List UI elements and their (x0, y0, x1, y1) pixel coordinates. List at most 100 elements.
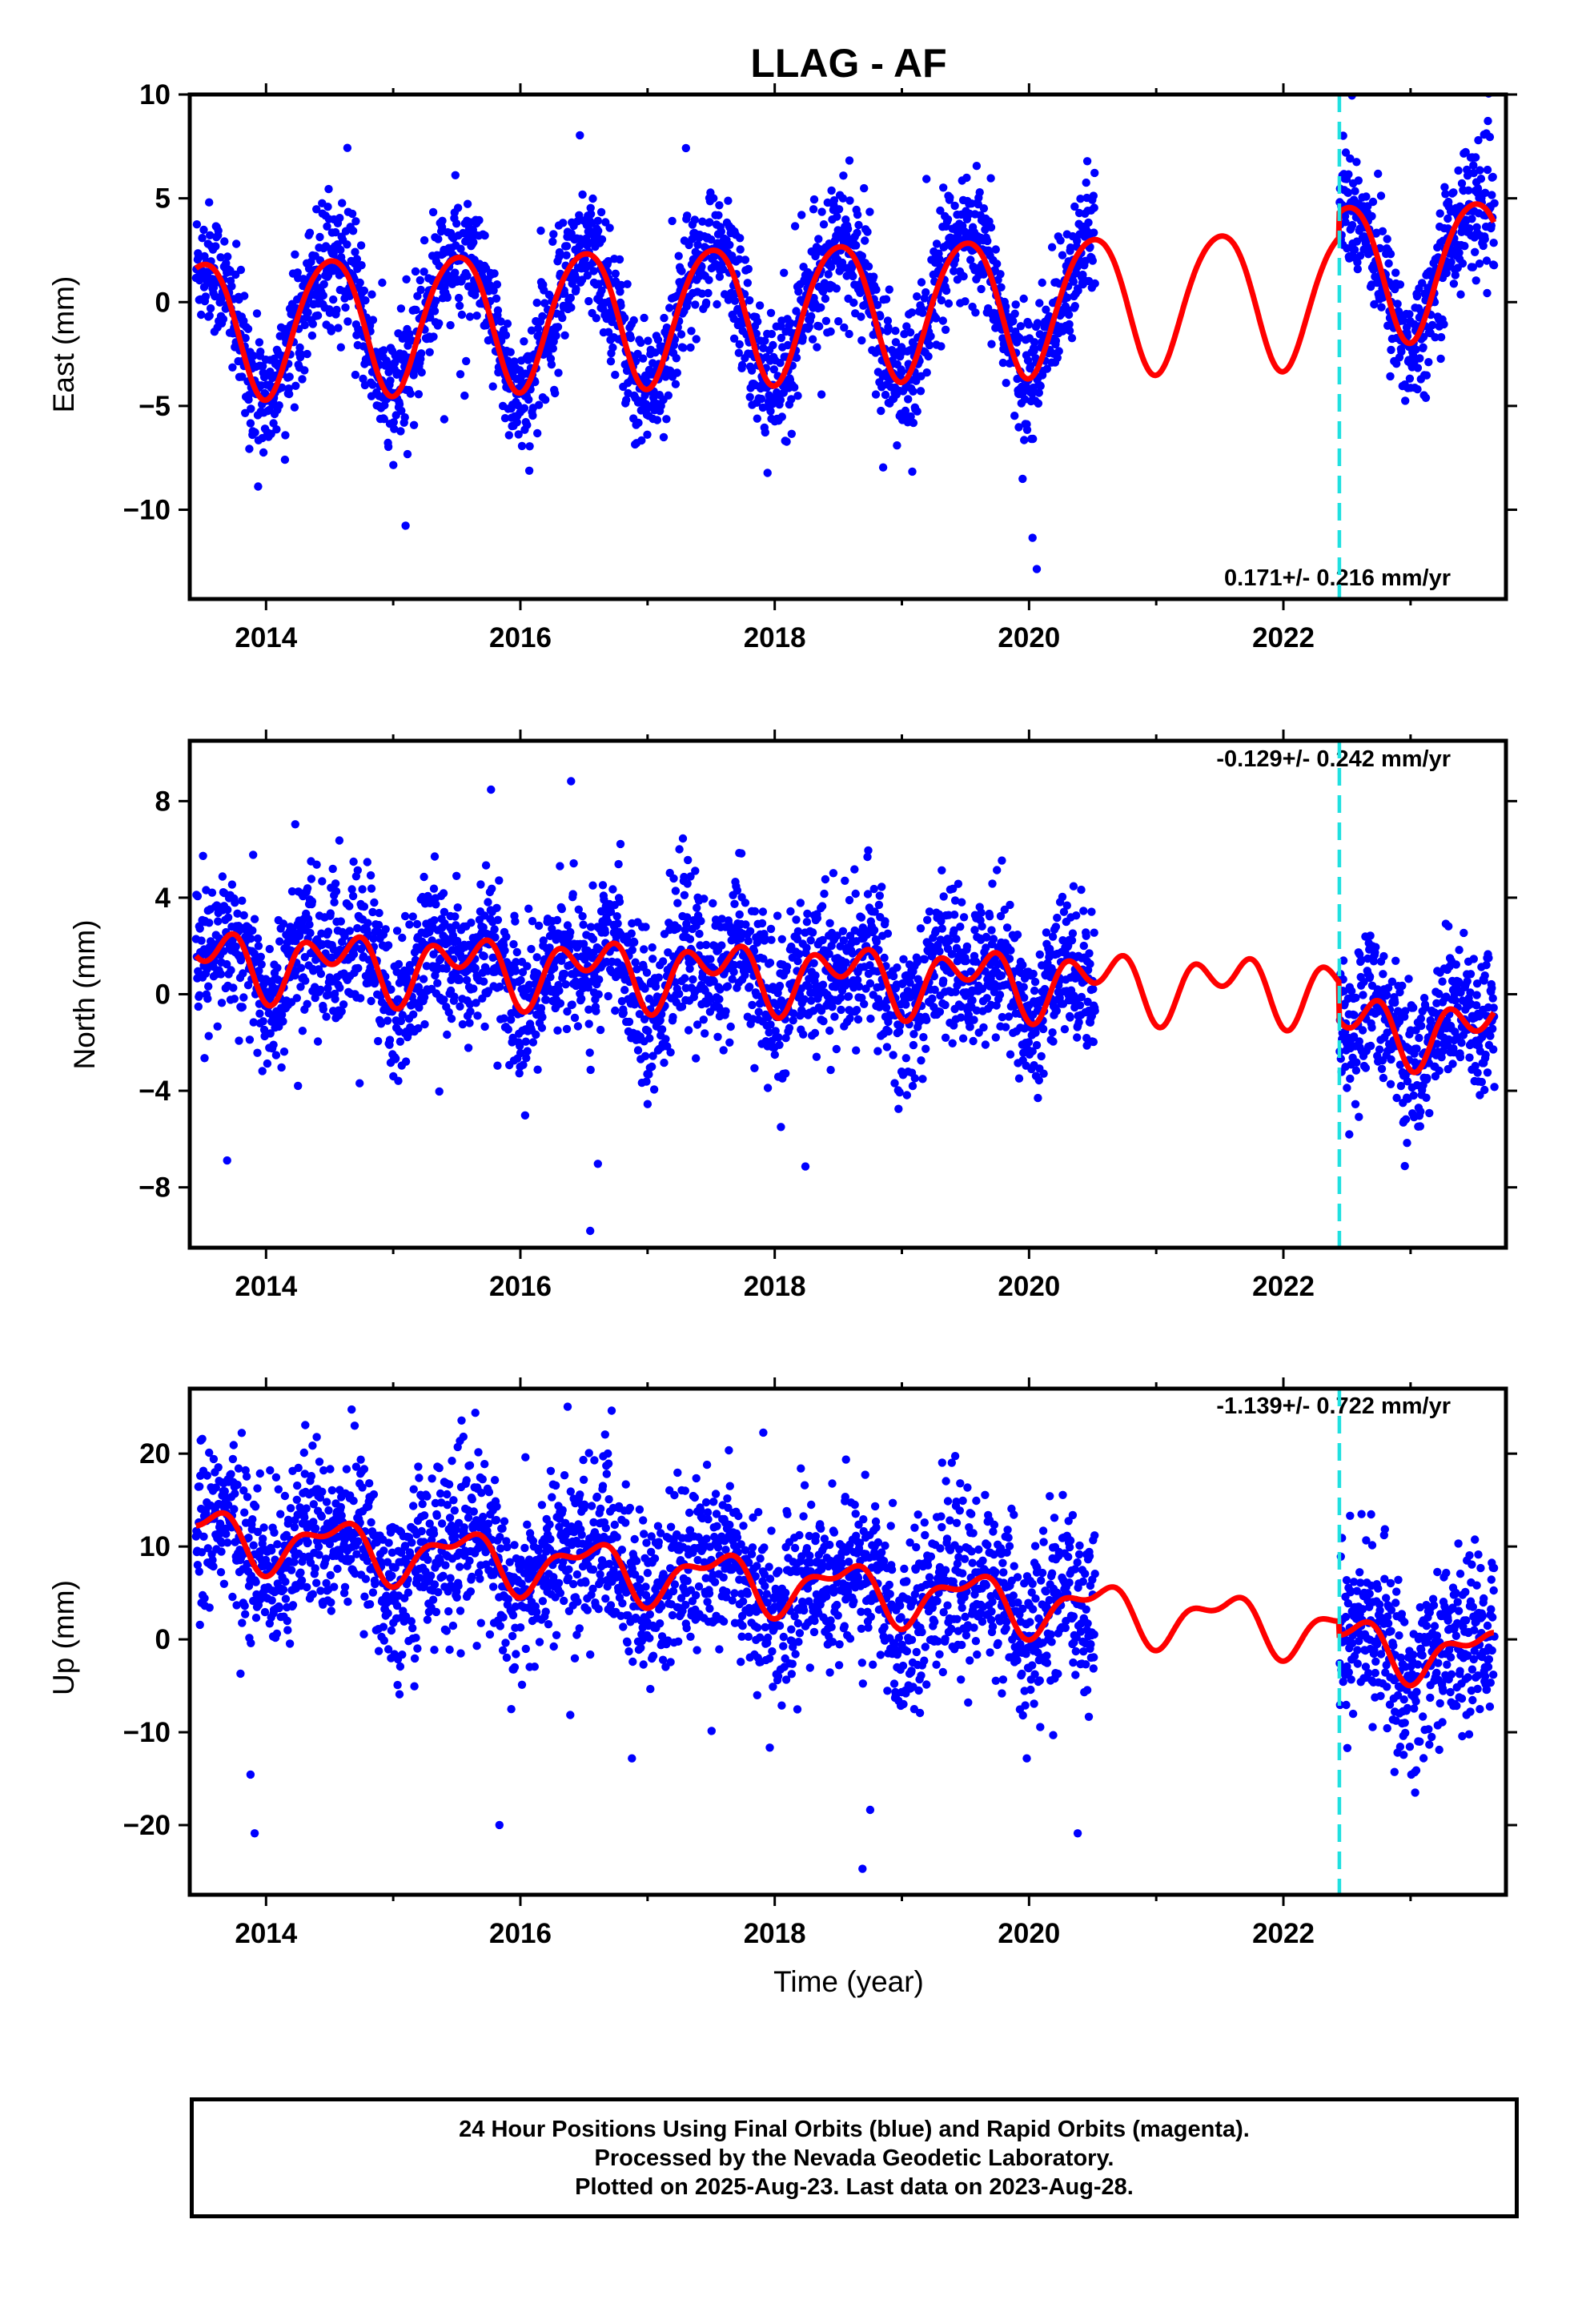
data-point-east (331, 227, 340, 237)
y-axis-label-east: East (mm) (47, 276, 80, 413)
data-point-north (630, 938, 639, 947)
data-point-north (355, 1079, 364, 1088)
data-point-north (370, 898, 379, 907)
data-point-north (502, 932, 511, 942)
data-point-east (525, 442, 534, 451)
data-point-east (538, 312, 547, 321)
data-point-east (547, 360, 556, 369)
data-point-north (640, 1015, 649, 1024)
data-point-north (545, 943, 554, 952)
data-point-east (361, 296, 370, 305)
data-point-east (562, 251, 571, 259)
data-point-north (273, 963, 282, 972)
data-point-east (1065, 326, 1074, 336)
data-point-east (891, 326, 900, 336)
data-point-east (1460, 242, 1469, 251)
data-point-east (907, 308, 917, 317)
data-point-north (750, 1063, 759, 1073)
data-point-east (406, 389, 415, 398)
data-point-east (946, 193, 954, 202)
data-point-east (1341, 148, 1351, 157)
data-point-north (462, 975, 472, 985)
data-point-north (473, 1011, 482, 1020)
data-point-east (416, 285, 425, 295)
data-point-north (279, 1047, 289, 1056)
data-point-north (1019, 983, 1028, 991)
x-tick-label-east: 2020 (998, 622, 1060, 653)
data-point-north (324, 990, 333, 999)
data-point-east (533, 324, 543, 333)
data-point-east (1024, 320, 1034, 329)
data-point-north (354, 963, 363, 973)
data-point-east (389, 460, 398, 469)
data-point-north (387, 985, 396, 994)
data-point-north (786, 907, 795, 916)
data-point-east (1475, 259, 1484, 268)
data-point-north (899, 955, 908, 964)
data-point-east (1042, 364, 1052, 373)
data-point-east (904, 395, 913, 404)
data-point-north (678, 834, 688, 843)
data-point-north (941, 1033, 950, 1043)
data-point-east (1474, 135, 1483, 145)
data-point-east (463, 199, 472, 208)
data-point-east (438, 216, 447, 225)
data-point-east (488, 382, 497, 391)
data-point-north (836, 993, 845, 1003)
data-point-east (681, 143, 690, 153)
data-point-east (219, 315, 228, 324)
data-point-east (560, 331, 569, 340)
data-point-north (345, 902, 354, 911)
data-point-north (200, 1054, 209, 1063)
data-point-north (353, 923, 362, 933)
data-point-east (463, 271, 472, 280)
data-point-east (834, 317, 843, 326)
data-point-east (622, 396, 631, 404)
data-point-north (884, 1017, 893, 1027)
data-point-east (787, 429, 796, 438)
data-point-east (961, 297, 970, 306)
data-point-north (298, 1027, 307, 1035)
data-point-north (307, 875, 316, 883)
y-tick-label-east: 5 (155, 183, 171, 215)
data-point-north (777, 1123, 785, 1132)
data-point-east (313, 311, 323, 320)
data-point-east (693, 240, 702, 249)
data-point-east (280, 455, 290, 464)
data-point-north (568, 1000, 576, 1009)
data-point-north (464, 1043, 473, 1052)
data-point-east (1090, 168, 1099, 178)
data-point-north (368, 907, 377, 917)
data-point-east (753, 414, 761, 423)
data-point-north (938, 866, 946, 875)
data-point-east (586, 210, 596, 219)
data-point-east (1032, 565, 1042, 573)
data-point-north (919, 1032, 928, 1042)
data-point-north (249, 850, 258, 859)
data-point-east (1074, 286, 1082, 296)
data-point-east (452, 219, 461, 228)
data-point-east (1455, 248, 1464, 257)
data-point-north (562, 1024, 572, 1034)
data-point-north (195, 991, 204, 1000)
data-point-east (1405, 310, 1414, 319)
data-point-north (767, 935, 776, 944)
data-point-east (517, 441, 527, 451)
data-point-north (685, 964, 694, 973)
data-point-north (938, 924, 947, 933)
data-point-north (680, 891, 689, 900)
data-point-north (701, 1029, 709, 1038)
data-point-north (683, 913, 692, 922)
data-point-north (896, 1021, 905, 1030)
data-point-north (715, 995, 724, 1003)
data-point-east (1488, 191, 1496, 199)
data-point-east (1053, 353, 1062, 362)
data-point-north (518, 967, 528, 977)
data-point-north (735, 910, 744, 919)
data-point-east (275, 401, 283, 410)
data-point-north (869, 884, 878, 894)
data-point-east (405, 329, 414, 339)
data-point-east (1069, 277, 1078, 286)
data-point-east (1084, 218, 1093, 227)
y-tick-label-east: −10 (123, 495, 171, 526)
